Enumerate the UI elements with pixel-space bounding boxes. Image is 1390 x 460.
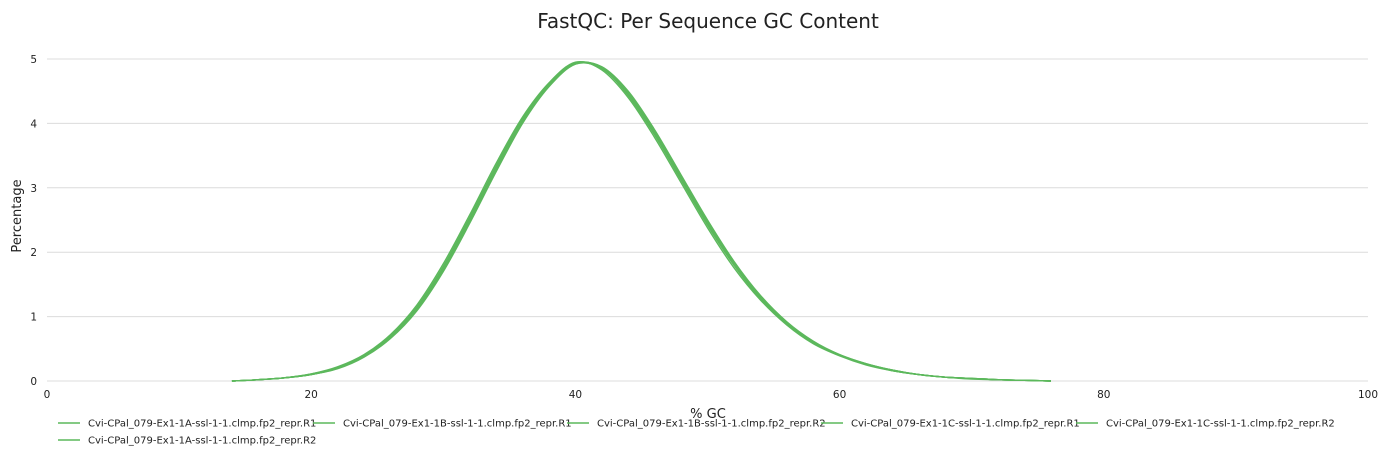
legend-entry: Cvi-CPal_079-Ex1-1A-ssl-1-1.clmp.fp2_rep… <box>88 436 316 447</box>
x-tick-label: 100 <box>1358 389 1378 401</box>
legend: Cvi-CPal_079-Ex1-1A-ssl-1-1.clmp.fp2_rep… <box>58 419 1335 447</box>
y-tick-label: 1 <box>30 312 37 324</box>
y-tick-label: 3 <box>30 183 37 195</box>
series-lines <box>231 60 1051 382</box>
y-tick-label: 2 <box>30 247 37 259</box>
y-tick-label: 4 <box>30 118 37 130</box>
x-axis-label: % GC <box>690 407 726 422</box>
tick-labels: 0 1 2 3 4 5 0 20 40 60 80 100 <box>30 54 1378 401</box>
legend-entry: Cvi-CPal_079-Ex1-1B-ssl-1-1.clmp.fp2_rep… <box>597 419 826 430</box>
y-tick-label: 5 <box>30 54 37 66</box>
legend-entry: Cvi-CPal_079-Ex1-1C-ssl-1-1.clmp.fp2_rep… <box>851 419 1080 430</box>
x-tick-label: 60 <box>833 389 846 401</box>
legend-entry: Cvi-CPal_079-Ex1-1C-ssl-1-1.clmp.fp2_rep… <box>1106 419 1335 430</box>
x-tick-label: 0 <box>44 389 51 401</box>
x-tick-label: 20 <box>305 389 318 401</box>
y-tick-label: 0 <box>30 376 37 388</box>
x-tick-label: 80 <box>1097 389 1110 401</box>
series-line-6 <box>231 62 1051 382</box>
grid <box>47 58 1368 382</box>
x-tick-label: 40 <box>569 389 582 401</box>
y-axis-label: Percentage <box>10 179 25 252</box>
chart-title: FastQC: Per Sequence GC Content <box>537 9 879 33</box>
legend-entry: Cvi-CPal_079-Ex1-1B-ssl-1-1.clmp.fp2_rep… <box>343 419 572 430</box>
legend-entry: Cvi-CPal_079-Ex1-1A-ssl-1-1.clmp.fp2_rep… <box>88 419 316 430</box>
